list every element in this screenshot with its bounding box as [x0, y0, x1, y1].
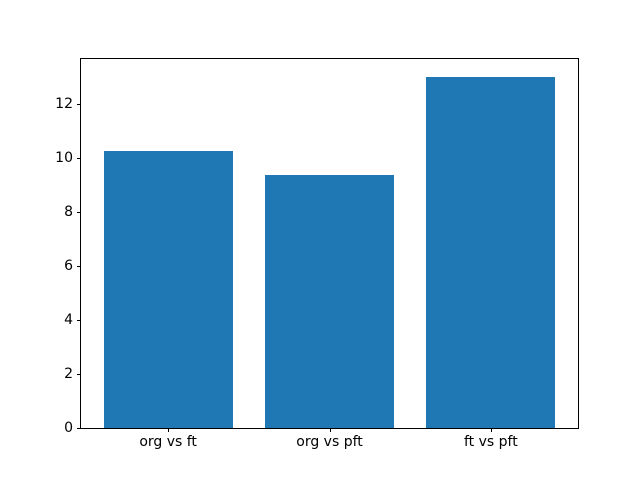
y-tick-label: 10	[55, 149, 73, 166]
x-tick-label: org vs pft	[296, 434, 363, 450]
axes: org vs ft org vs pft ft vs pft 0 2 4 6 8 10 12	[55, 58, 579, 450]
y-tick-label: 4	[64, 311, 73, 328]
y-tick-label: 8	[64, 203, 73, 220]
bar-ft-vs-pft	[426, 76, 556, 428]
x-tick-label: org vs ft	[139, 434, 197, 450]
y-tick-label: 2	[64, 365, 73, 382]
y-tick-mark	[77, 211, 81, 213]
y-tick-label: 6	[64, 257, 73, 274]
y-tick-mark	[77, 157, 81, 159]
y-tick-mark	[77, 319, 81, 321]
y-tick-mark	[77, 373, 81, 375]
x-tick-mark	[490, 428, 492, 432]
bar-org-vs-pft	[264, 175, 395, 428]
x-tick-mark	[168, 428, 170, 432]
y-tick-label: 12	[55, 95, 73, 112]
x-tick-mark	[329, 428, 331, 432]
y-tick-mark	[77, 103, 81, 105]
y-tick-mark	[77, 428, 81, 429]
y-tick-mark	[77, 265, 81, 267]
bar-org-vs-ft	[103, 150, 233, 428]
y-tick-label: 0	[64, 420, 73, 436]
x-tick-label: ft vs pft	[464, 434, 518, 450]
